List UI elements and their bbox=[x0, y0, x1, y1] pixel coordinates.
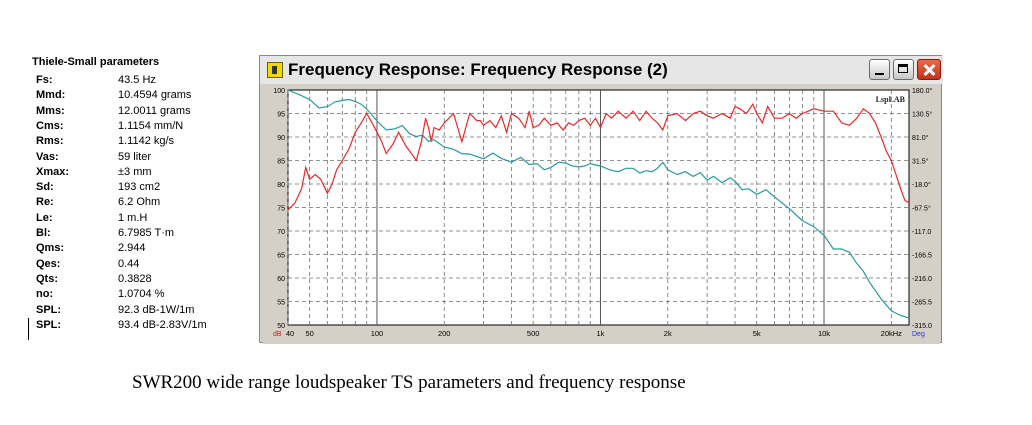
ts-param-value: 2.944 bbox=[118, 242, 146, 255]
y-left-tick-label: 70 bbox=[277, 229, 285, 236]
y-right-tick-label: -265.5 bbox=[912, 300, 932, 307]
ts-param-name: SPL: bbox=[36, 318, 62, 331]
ts-param-row: Qes: 0.44 bbox=[28, 258, 248, 273]
x-tick-label: 50 bbox=[305, 329, 313, 338]
ts-param-name: Qes: bbox=[36, 257, 61, 270]
ts-param-row: Qts: 0.3828 bbox=[28, 273, 248, 288]
x-tick-label: 2k bbox=[664, 329, 672, 338]
ts-param-name: Vas: bbox=[36, 150, 59, 163]
ts-param-row: Le: 1 m.H bbox=[28, 212, 248, 227]
ts-param-name: Cms: bbox=[36, 119, 64, 132]
window-titlebar[interactable]: Frequency Response: Frequency Response (… bbox=[260, 56, 943, 84]
y-left-tick-label: 65 bbox=[277, 253, 285, 260]
ts-param-row: no: 1.0704 % bbox=[28, 288, 248, 303]
ts-param-name: Mms: bbox=[36, 104, 65, 117]
speaker-icon bbox=[267, 62, 283, 78]
x-unit-left: dB bbox=[273, 331, 282, 338]
y-right-tick-label: -166.5 bbox=[912, 253, 932, 260]
y-right-tick-label: 130.5° bbox=[912, 111, 933, 119]
y-left-tick-label: 95 bbox=[277, 112, 285, 119]
ts-param-value: 1.1154 mm/N bbox=[118, 119, 184, 132]
figure-caption: SWR200 wide range loudspeaker TS paramet… bbox=[132, 372, 686, 393]
y-left-tick-label: 90 bbox=[277, 135, 285, 142]
ts-param-name: Re: bbox=[36, 196, 54, 209]
phase-line bbox=[287, 89, 910, 319]
ts-param-row: SPL: 93.4 dB-2.83V/1m bbox=[28, 319, 248, 334]
ts-param-row: Fs: 43.5 Hz bbox=[28, 74, 248, 89]
y-left-tick-label: 80 bbox=[277, 182, 285, 189]
x-tick-label: 100 bbox=[371, 329, 384, 338]
minimize-button[interactable] bbox=[869, 59, 890, 80]
ts-param-name: Fs: bbox=[36, 74, 53, 86]
ts-param-value: ±3 mm bbox=[118, 165, 152, 178]
x-tick-label: 500 bbox=[527, 329, 540, 338]
ts-param-value: 193 cm2 bbox=[118, 181, 161, 194]
chart-brand-label: LspLAB bbox=[876, 95, 906, 104]
y-right-tick-label: -315.0 bbox=[912, 323, 932, 330]
ts-param-row: Qms: 2.944 bbox=[28, 242, 248, 257]
y-left-tick-label: 100 bbox=[273, 88, 285, 95]
ts-param-value: 93.4 dB-2.83V/1m bbox=[118, 318, 207, 331]
close-button[interactable] bbox=[917, 59, 941, 80]
ts-param-value: 43.5 Hz bbox=[118, 74, 156, 86]
y-right-tick-label: -18.0° bbox=[912, 181, 931, 189]
y-left-tick-label: 55 bbox=[277, 300, 285, 307]
ts-param-name: Le: bbox=[36, 211, 53, 224]
ts-param-name: no: bbox=[36, 288, 54, 301]
ts-param-name: Sd: bbox=[36, 181, 54, 194]
y-left-tick-label: 60 bbox=[277, 276, 285, 283]
x-unit-right: Deg bbox=[912, 331, 925, 338]
y-right-tick-label: -216.0 bbox=[912, 276, 932, 283]
y-left-tick-label: 85 bbox=[277, 159, 285, 166]
ts-param-value: 1.0704 % bbox=[118, 288, 165, 301]
y-left-tick-label: 50 bbox=[277, 323, 285, 330]
ts-param-row: Sd: 193 cm2 bbox=[28, 181, 248, 196]
ts-param-value: 10.4594 grams bbox=[118, 89, 192, 102]
y-right-tick-label: -117.0 bbox=[912, 229, 931, 236]
ts-title: Thiele-Small parameters bbox=[32, 56, 160, 68]
ts-param-value: 59 liter bbox=[118, 150, 152, 163]
ts-param-value: 6.7985 T·m bbox=[118, 227, 175, 239]
ts-param-row: Cms: 1.1154 mm/N bbox=[28, 120, 248, 135]
window-title: Frequency Response: Frequency Response (… bbox=[288, 60, 668, 79]
maximize-button[interactable] bbox=[893, 59, 914, 80]
ts-param-row: Mms: 12.0011 grams bbox=[28, 105, 248, 120]
x-tick-label: 20kHz bbox=[881, 329, 903, 338]
ts-param-name: Qts: bbox=[36, 272, 58, 285]
ts-param-value: 6.2 Ohm bbox=[118, 196, 161, 209]
y-right-tick-label: 180.0° bbox=[912, 87, 933, 95]
spl-line bbox=[287, 102, 910, 211]
ts-param-row: Re: 6.2 Ohm bbox=[28, 196, 248, 211]
ts-param-value: 1 m.H bbox=[118, 211, 148, 224]
ts-param-row: SPL: 92.3 dB-1W/1m bbox=[28, 304, 248, 319]
ts-param-name: Qms: bbox=[36, 242, 65, 255]
y-right-tick-label: 31.5° bbox=[912, 158, 929, 166]
ts-param-row: Rms: 1.1142 kg/s bbox=[28, 135, 248, 150]
x-tick-label: 40 bbox=[286, 329, 294, 338]
y-right-tick-label: 81.0° bbox=[912, 134, 929, 142]
ts-param-name: Xmax: bbox=[36, 165, 70, 178]
x-tick-label: 1k bbox=[597, 329, 605, 338]
ts-param-row: Vas: 59 liter bbox=[28, 151, 248, 166]
ts-param-value: 1.1142 kg/s bbox=[118, 135, 175, 148]
ts-param-value: 12.0011 grams bbox=[118, 104, 191, 117]
x-tick-label: 10k bbox=[818, 329, 830, 338]
ts-param-value: 92.3 dB-1W/1m bbox=[118, 303, 195, 316]
ts-param-name: Rms: bbox=[36, 135, 64, 148]
x-tick-label: 200 bbox=[438, 329, 451, 338]
cursor-bar bbox=[28, 318, 29, 340]
ts-param-value: 0.44 bbox=[118, 257, 140, 270]
y-left-tick-label: 75 bbox=[277, 206, 285, 213]
ts-param-row: Bl: 6.7985 T·m bbox=[28, 227, 248, 242]
y-right-tick-label: -67.5° bbox=[912, 205, 931, 213]
ts-param-name: Bl: bbox=[36, 227, 51, 239]
ts-param-value: 0.3828 bbox=[118, 272, 152, 285]
ts-param-name: Mmd: bbox=[36, 89, 66, 102]
ts-param-row: Xmax: ±3 mm bbox=[28, 166, 248, 181]
frequency-response-chart: 100 95 90 85 80 75 70 65 60 55 50 180.0° 130.5° 81.0°… bbox=[263, 84, 940, 344]
ts-param-row: Mmd: 10.4594 grams bbox=[28, 89, 248, 104]
ts-param-name: SPL: bbox=[36, 303, 62, 316]
x-tick-label: 5k bbox=[753, 329, 761, 338]
